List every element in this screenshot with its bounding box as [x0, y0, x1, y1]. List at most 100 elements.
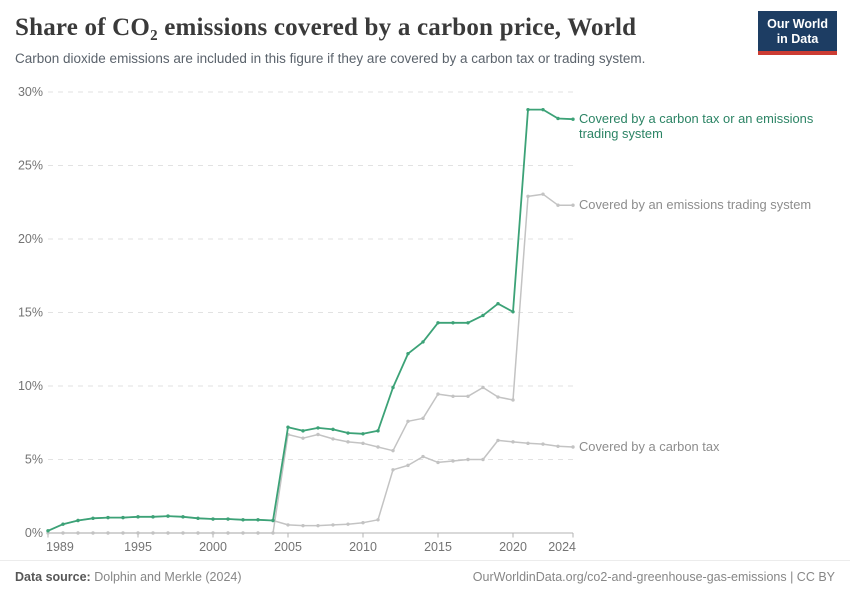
y-tick-label: 15% — [18, 306, 43, 320]
series-marker — [526, 441, 530, 446]
series-marker — [481, 313, 485, 318]
y-tick-label: 10% — [18, 379, 43, 393]
series-marker — [496, 438, 500, 443]
series-marker — [406, 351, 410, 356]
series-marker — [211, 531, 215, 535]
owid-logo: Our World in Data — [758, 11, 837, 55]
x-tick-label: 2000 — [199, 540, 227, 554]
series-marker — [151, 531, 155, 535]
data-source-label: Data source: — [15, 570, 91, 584]
series-marker — [301, 436, 305, 440]
series-marker — [406, 463, 410, 468]
series-marker — [166, 514, 170, 518]
series-marker — [511, 440, 515, 444]
series-label-1: Covered by an emissions trading system — [579, 197, 811, 212]
series-label-line: Covered by a carbon tax or an emissions — [579, 111, 814, 127]
x-tick-label: 2020 — [499, 540, 527, 554]
series-marker — [421, 340, 425, 344]
series-marker — [346, 431, 350, 435]
series-marker — [76, 531, 80, 535]
series-marker — [436, 321, 440, 325]
series-marker — [226, 517, 230, 521]
series-marker — [256, 518, 260, 522]
series-marker — [466, 457, 470, 462]
series-marker — [556, 116, 560, 121]
x-tick-label: 1995 — [124, 540, 152, 554]
series-marker — [451, 394, 455, 398]
series-marker — [496, 395, 500, 399]
series-marker — [136, 531, 140, 535]
series-marker — [106, 531, 110, 535]
series-marker — [391, 468, 395, 472]
footer-rights: OurWorldinData.org/co2-and-greenhouse-ga… — [472, 570, 835, 584]
owid-logo-line1: Our World — [767, 17, 828, 31]
series-label-line: Covered by an emissions trading system — [579, 197, 812, 213]
series-marker — [166, 531, 170, 535]
series-marker — [46, 529, 50, 533]
series-marker — [241, 518, 245, 522]
series-marker — [271, 518, 275, 523]
series-marker — [406, 419, 410, 423]
series-marker — [91, 531, 95, 535]
x-tick-label: 2024 — [548, 540, 576, 554]
data-source-value: Dolphin and Merkle (2024) — [94, 570, 242, 584]
series-marker — [76, 518, 80, 523]
series-marker — [271, 531, 275, 535]
series-marker — [541, 442, 545, 446]
series-marker — [256, 531, 260, 535]
series-marker — [451, 459, 455, 463]
series-marker — [196, 516, 200, 520]
series-marker — [331, 427, 335, 432]
series-marker — [391, 448, 395, 453]
series-marker — [301, 429, 305, 433]
series-marker — [466, 321, 470, 325]
y-tick-label: 5% — [25, 453, 43, 467]
series-label-line: Covered by a carbon tax — [579, 439, 720, 454]
series-marker — [511, 310, 515, 314]
series-marker — [421, 454, 425, 459]
series-marker — [556, 444, 560, 448]
series-line-1 — [47, 193, 574, 534]
series-marker — [286, 425, 290, 429]
series-marker — [346, 440, 350, 444]
series-marker — [91, 516, 95, 520]
series-marker — [61, 522, 65, 526]
series-marker — [121, 515, 125, 520]
series-line-0 — [47, 108, 574, 532]
series-marker — [181, 515, 185, 519]
series-marker — [316, 432, 320, 437]
chart-footer: Data source: Dolphin and Merkle (2024) O… — [0, 560, 850, 600]
data-source: Data source: Dolphin and Merkle (2024) — [15, 570, 242, 584]
series-marker — [481, 385, 485, 390]
series-marker — [121, 531, 125, 535]
chart-title: Share of CO₂ emissions covered by a carb… — [15, 14, 637, 41]
series-marker — [526, 107, 530, 112]
series-marker — [571, 445, 575, 449]
series-marker — [376, 445, 380, 449]
series-marker — [301, 523, 305, 528]
series-marker — [316, 523, 320, 528]
series-marker — [436, 460, 440, 465]
series-marker — [181, 531, 185, 535]
series-marker — [361, 432, 365, 436]
series-marker — [286, 523, 290, 527]
series-label-line: trading system — [579, 126, 663, 142]
y-tick-label: 0% — [25, 526, 43, 540]
series-label-2: Covered by a carbon tax — [579, 439, 719, 454]
series-marker — [466, 394, 470, 398]
y-tick-label: 25% — [18, 159, 43, 173]
series-marker — [571, 117, 575, 121]
x-tick-label: 2010 — [349, 540, 377, 554]
series-marker — [106, 515, 110, 520]
series-marker — [211, 517, 215, 521]
series-marker — [361, 441, 365, 446]
y-tick-label: 20% — [18, 232, 43, 246]
series-label-0: Covered by a carbon tax or an emissions t… — [579, 111, 813, 141]
series-marker — [541, 192, 545, 196]
series-marker — [481, 457, 485, 462]
x-tick-label: 1989 — [46, 540, 74, 554]
series-marker — [136, 515, 140, 519]
